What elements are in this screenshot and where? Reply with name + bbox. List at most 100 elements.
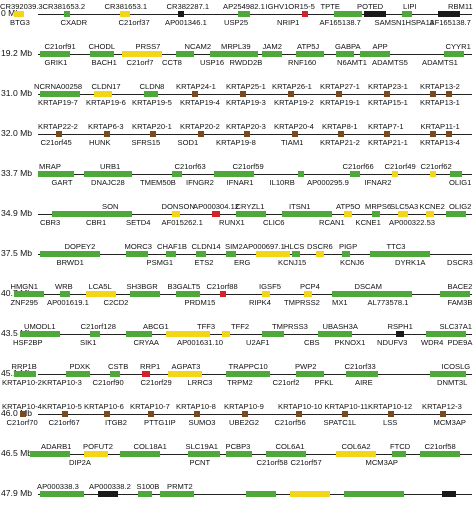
gene-label: CR381653.2 [42,2,86,11]
gene-label: LSS [383,418,398,427]
gene-label: PCBP3 [225,442,251,451]
gene-block [256,251,290,257]
gene-label: RSPH1 [387,322,413,331]
gene-label: TFF2 [231,322,250,331]
gene-label: KRTAP19-4 [180,98,220,107]
gene-label: RIPK4 [249,298,271,307]
gene-label: ITSN1 [289,202,311,211]
gene-label: C21orf58 [256,458,288,467]
gene-label: KRTAP12-3 [422,402,462,411]
gene-block [166,331,210,337]
gene-label: SLC19A1 [185,442,219,451]
gene-block [440,291,470,297]
gene-label: KRTAP10-6 [84,402,124,411]
gene-block [20,331,60,337]
gene-block [446,211,466,217]
gene-label: NRIP1 [277,18,300,27]
chromosome-axis [38,254,472,255]
position-label: 19.2 Mb [1,48,33,58]
gene-block [126,331,152,337]
gene-label: C21orf45 [40,138,72,147]
gene-label: FTCD [390,442,411,451]
gene-block [266,451,306,457]
gene-label: PRSS7 [135,42,161,51]
gene-label: AP000338.3 [37,482,79,491]
gene-block [30,451,70,457]
gene-label: COL18A1 [133,442,167,451]
gene-label: CXADR [60,18,88,27]
chromosome-axis [38,414,472,415]
gene-label: AF015262.1 [161,218,203,227]
chromosome-axis [38,334,472,335]
gene-block [334,11,362,17]
gene-block [38,171,74,177]
gene-block [90,51,114,57]
gene-label: KRTAP10-3 [42,378,82,387]
gene-label: AP001631.10 [177,338,224,347]
gene-block [370,251,430,257]
gene-block [336,451,376,457]
gene-label: ICOSLG [441,362,471,371]
gene-label: DNAJC28 [91,178,125,187]
gene-label: AP254982.1 [223,2,265,11]
gene-label: AL773578.1 [367,298,409,307]
gene-label: KRTAP21-1 [368,138,408,147]
gene-block [14,371,36,377]
gene-block [20,411,26,417]
gene-block [40,91,80,97]
gene-block [344,211,352,217]
gene-block [296,51,324,57]
gene-label: CCT8 [162,58,182,67]
gene-block [392,171,398,177]
gene-label: KRTAP19-8 [216,138,256,147]
gene-label: CR382287.1 [166,2,210,11]
gene-label: PRDM15 [184,298,216,307]
gene-block [290,491,330,497]
gene-block [302,11,308,17]
gene-label: LCA5L [88,282,112,291]
gene-block [262,51,282,57]
gene-label: BTG3 [10,18,30,27]
gene-label: COL6A1 [275,442,305,451]
gene-label: C21orf128 [80,322,116,331]
gene-block [176,291,200,297]
gene-label: APP [372,42,388,51]
gene-label: TMPRSS2 [284,298,320,307]
gene-label: C21orf2 [272,378,300,387]
gene-block [110,371,120,377]
gene-label: IL10RB [269,178,295,187]
gene-block [64,11,70,17]
gene-block [442,491,456,497]
gene-block [244,131,250,137]
gene-label: KRTAP24-1 [176,82,216,91]
gene-label: KRTAP10-2 [2,378,42,387]
gene-label: AF165138.7 [319,18,361,27]
gene-label: IGHV1OR15-5 [265,2,315,11]
gene-label: LRRC3 [187,378,213,387]
gene-block [210,51,258,57]
gene-label: C21orf49 [384,162,416,171]
gene-label: AGPAT3 [171,362,201,371]
gene-label: KRTAP10-7 [130,402,170,411]
gene-label: IFNAR1 [226,178,254,187]
gene-label: SLC5A3 [390,202,419,211]
chromosome-axis [38,294,472,295]
gene-label: PDXK [69,362,91,371]
gene-label: CLIC6 [263,218,285,227]
gene-label: AF165138.7 [429,18,471,27]
gene-label: C21orf90 [92,378,124,387]
gene-label: KRTAP13-2 [420,82,460,91]
gene-label: SIM2 [225,242,243,251]
gene-label: KRTAP8-1 [322,122,358,131]
gene-block [178,11,184,17]
gene-label: SUMO3 [188,418,216,427]
gene-label: C21orf7 [126,58,154,67]
gene-block [172,171,182,177]
gene-label: RCAN1 [319,218,345,227]
gene-block [296,411,302,417]
gene-label: NCAM2 [184,42,212,51]
gene-block [388,411,394,417]
gene-block [316,251,324,257]
chromosome-axis [38,174,472,175]
gene-block [14,291,44,297]
